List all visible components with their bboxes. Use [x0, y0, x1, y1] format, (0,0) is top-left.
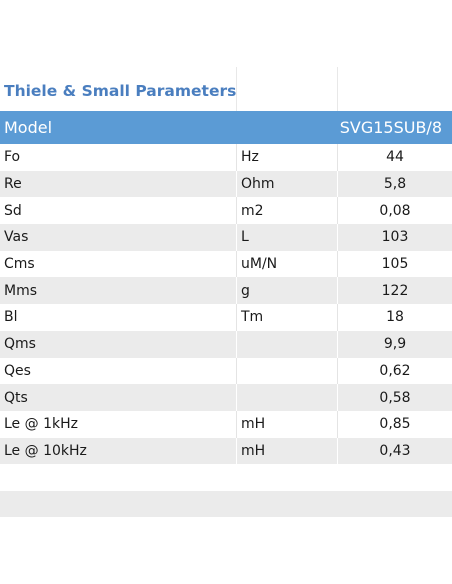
parameter-name: Fo	[0, 144, 237, 171]
title-blank-cell	[237, 67, 338, 111]
table-row: Qts 0,58	[0, 384, 452, 411]
parameter-unit: m2	[237, 197, 338, 225]
parameter-value: 0,62	[379, 362, 411, 379]
table-row: Cms uM/N 105	[0, 250, 452, 278]
header-model-name: SVG15SUB/8	[339, 118, 442, 137]
empty-table-row	[0, 490, 452, 518]
parameter-value: 0,43	[379, 442, 411, 459]
table-row: Re Ohm 5,8	[0, 170, 452, 198]
table-title-row: Thiele & Small Parameters	[0, 67, 452, 111]
parameter-name: Qes	[0, 357, 237, 385]
header-unit-cell	[237, 111, 338, 144]
table-row: Qes 0,62	[0, 357, 452, 385]
parameter-value: 18	[386, 309, 404, 326]
parameter-name: Mms	[0, 277, 237, 305]
parameter-value: 122	[381, 282, 409, 299]
parameter-value: 103	[381, 229, 409, 246]
parameter-name: Le @ 1kHz	[0, 410, 237, 438]
parameter-value: 0,58	[379, 389, 411, 406]
table-row: Le @ 10kHz mH 0,43	[0, 437, 452, 465]
table-row: Fo Hz 44	[0, 144, 452, 171]
parameter-unit	[237, 330, 338, 358]
parameter-unit: g	[237, 277, 338, 305]
parameter-name: Qts	[0, 384, 237, 411]
parameter-value: 0,08	[379, 202, 411, 219]
parameter-name: Le @ 10kHz	[0, 437, 237, 465]
parameter-unit: uM/N	[237, 250, 338, 278]
parameter-unit: L	[237, 224, 338, 251]
parameter-unit: Tm	[237, 304, 338, 331]
parameter-name: Re	[0, 170, 237, 198]
table-row: Vas L 103	[0, 224, 452, 251]
parameter-name: Sd	[0, 197, 237, 225]
table-row: Le @ 1kHz mH 0,85	[0, 410, 452, 438]
parameter-value: 0,85	[379, 416, 411, 433]
parameter-unit: mH	[237, 437, 338, 465]
parameter-value: 105	[381, 256, 409, 273]
table-row: Sd m2 0,08	[0, 197, 452, 225]
parameter-name: Vas	[0, 224, 237, 251]
parameter-unit: Ohm	[237, 170, 338, 198]
parameter-name: Bl	[0, 304, 237, 331]
table-header-row: Model SVG15SUB/8	[0, 111, 452, 144]
parameter-unit: Hz	[237, 144, 338, 171]
parameter-unit: mH	[237, 410, 338, 438]
header-model-label: Model	[0, 111, 237, 144]
parameter-value: 5,8	[383, 176, 407, 193]
parameters-table: Thiele & Small Parameters Model SVG15SUB…	[0, 67, 452, 518]
parameter-value: 44	[386, 149, 404, 166]
table-row: Mms g 122	[0, 277, 452, 305]
empty-table-row	[0, 464, 452, 491]
parameter-unit	[237, 384, 338, 411]
table-title: Thiele & Small Parameters	[0, 67, 237, 111]
parameter-name: Cms	[0, 250, 237, 278]
table-row: Bl Tm 18	[0, 304, 452, 331]
parameter-unit	[237, 357, 338, 385]
table-row: Qms 9,9	[0, 330, 452, 358]
title-blank-cell	[338, 67, 452, 111]
parameter-name: Qms	[0, 330, 237, 358]
parameter-value: 9,9	[383, 336, 407, 353]
